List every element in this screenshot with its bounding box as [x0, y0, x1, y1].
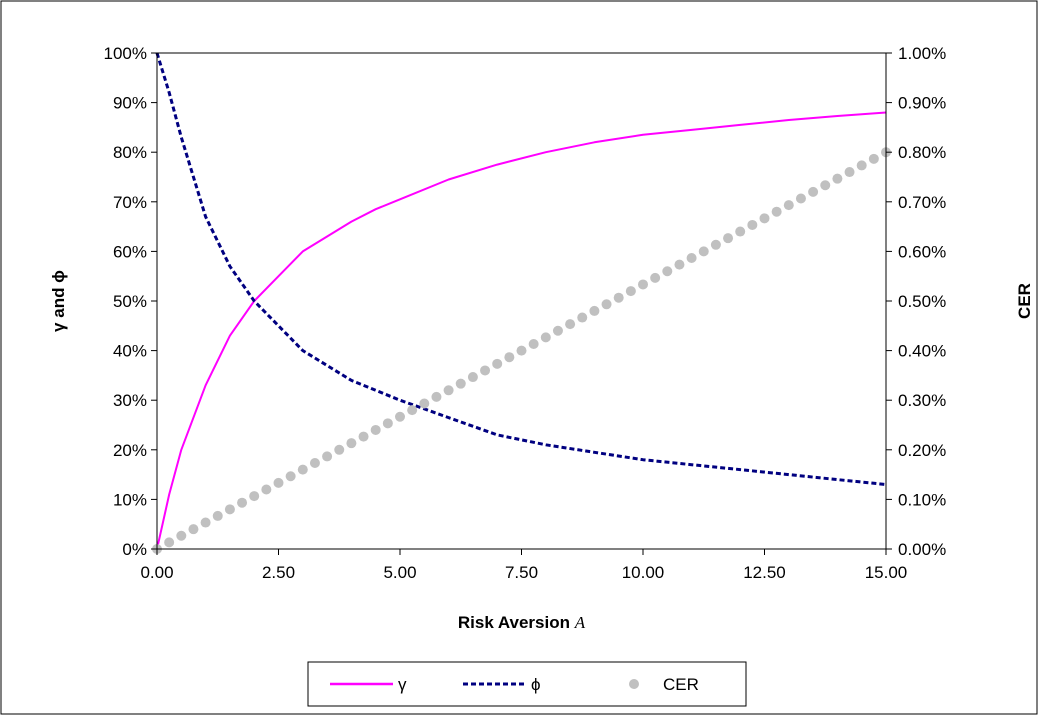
y-left-tick-label: 100% [104, 44, 147, 63]
cer-marker [857, 160, 867, 170]
x-tick-label: 2.50 [262, 563, 295, 582]
cer-marker [480, 365, 490, 375]
y-left-tick-label: 40% [113, 342, 147, 361]
x-tick-label: 7.50 [505, 563, 538, 582]
cer-marker [225, 504, 235, 514]
cer-marker [359, 432, 369, 442]
cer-marker [213, 511, 223, 521]
y-right-axis-title: CER [1015, 283, 1034, 319]
cer-marker [577, 313, 587, 323]
x-tick-label: 10.00 [622, 563, 665, 582]
cer-marker [468, 372, 478, 382]
cer-marker [249, 491, 259, 501]
cer-marker [419, 399, 429, 409]
y-right-tick-label: 0.60% [898, 242, 946, 261]
cer-marker [760, 213, 770, 223]
cer-marker [808, 187, 818, 197]
cer-marker [298, 465, 308, 475]
cer-marker [261, 484, 271, 494]
cer-marker [602, 299, 612, 309]
cer-marker [796, 193, 806, 203]
y-right-tick-label: 0.10% [898, 490, 946, 509]
cer-marker [395, 412, 405, 422]
cer-marker [201, 518, 211, 528]
y-right-tick-label: 0.40% [898, 342, 946, 361]
cer-marker [747, 220, 757, 230]
y-left-tick-label: 50% [113, 292, 147, 311]
y-right-tick-label: 0.70% [898, 193, 946, 212]
cer-marker [176, 531, 186, 541]
y-left-tick-label: 70% [113, 193, 147, 212]
cer-marker [274, 478, 284, 488]
cer-marker [346, 438, 356, 448]
cer-marker [784, 200, 794, 210]
y-right-tick-label: 0.90% [898, 94, 946, 113]
cer-marker [699, 246, 709, 256]
y-left-tick-label: 90% [113, 94, 147, 113]
cer-marker [334, 445, 344, 455]
y-right-tick-label: 0.80% [898, 143, 946, 162]
cer-marker [589, 306, 599, 316]
y-right-tick-label: 0.30% [898, 391, 946, 410]
cer-marker [845, 167, 855, 177]
cer-marker [662, 266, 672, 276]
legend-gamma-label: γ [398, 675, 407, 694]
cer-marker [517, 346, 527, 356]
cer-marker [529, 339, 539, 349]
cer-marker [723, 233, 733, 243]
cer-marker [687, 253, 697, 263]
cer-marker [553, 326, 563, 336]
y-left-tick-label: 20% [113, 441, 147, 460]
y-right-tick-label: 1.00% [898, 44, 946, 63]
cer-marker [735, 227, 745, 237]
y-right-tick-label: 0.00% [898, 540, 946, 559]
legend-phi-label: ϕ [531, 675, 541, 694]
x-axis-title: Risk Aversion A [458, 613, 586, 632]
cer-marker [820, 180, 830, 190]
cer-marker [711, 240, 721, 250]
x-tick-label: 5.00 [383, 563, 416, 582]
cer-marker [431, 392, 441, 402]
legend-cer-swatch [629, 679, 639, 689]
cer-marker [504, 352, 514, 362]
cer-marker [188, 524, 198, 534]
cer-marker [164, 537, 174, 547]
cer-marker [626, 286, 636, 296]
cer-marker [371, 425, 381, 435]
x-tick-label: 15.00 [865, 563, 908, 582]
cer-marker [869, 154, 879, 164]
cer-marker [286, 471, 296, 481]
cer-marker [638, 279, 648, 289]
cer-marker [674, 260, 684, 270]
cer-marker [541, 332, 551, 342]
y-left-tick-label: 10% [113, 490, 147, 509]
cer-marker [310, 458, 320, 468]
cer-marker [237, 498, 247, 508]
y-left-tick-label: 0% [122, 540, 147, 559]
y-left-tick-label: 30% [113, 391, 147, 410]
y-left-tick-label: 80% [113, 143, 147, 162]
cer-marker [444, 385, 454, 395]
cer-marker [383, 418, 393, 428]
cer-marker [832, 174, 842, 184]
cer-marker [456, 379, 466, 389]
x-tick-label: 12.50 [743, 563, 786, 582]
cer-marker [772, 207, 782, 217]
cer-marker [407, 405, 417, 415]
cer-marker [492, 359, 502, 369]
cer-marker [565, 319, 575, 329]
cer-marker [322, 451, 332, 461]
cer-marker [614, 293, 624, 303]
x-tick-label: 0.00 [140, 563, 173, 582]
y-left-tick-label: 60% [113, 242, 147, 261]
y-right-tick-label: 0.50% [898, 292, 946, 311]
legend-cer-label: CER [663, 675, 699, 694]
cer-marker [650, 273, 660, 283]
y-right-tick-label: 0.20% [898, 441, 946, 460]
y-left-axis-title: γ and ϕ [49, 270, 68, 332]
